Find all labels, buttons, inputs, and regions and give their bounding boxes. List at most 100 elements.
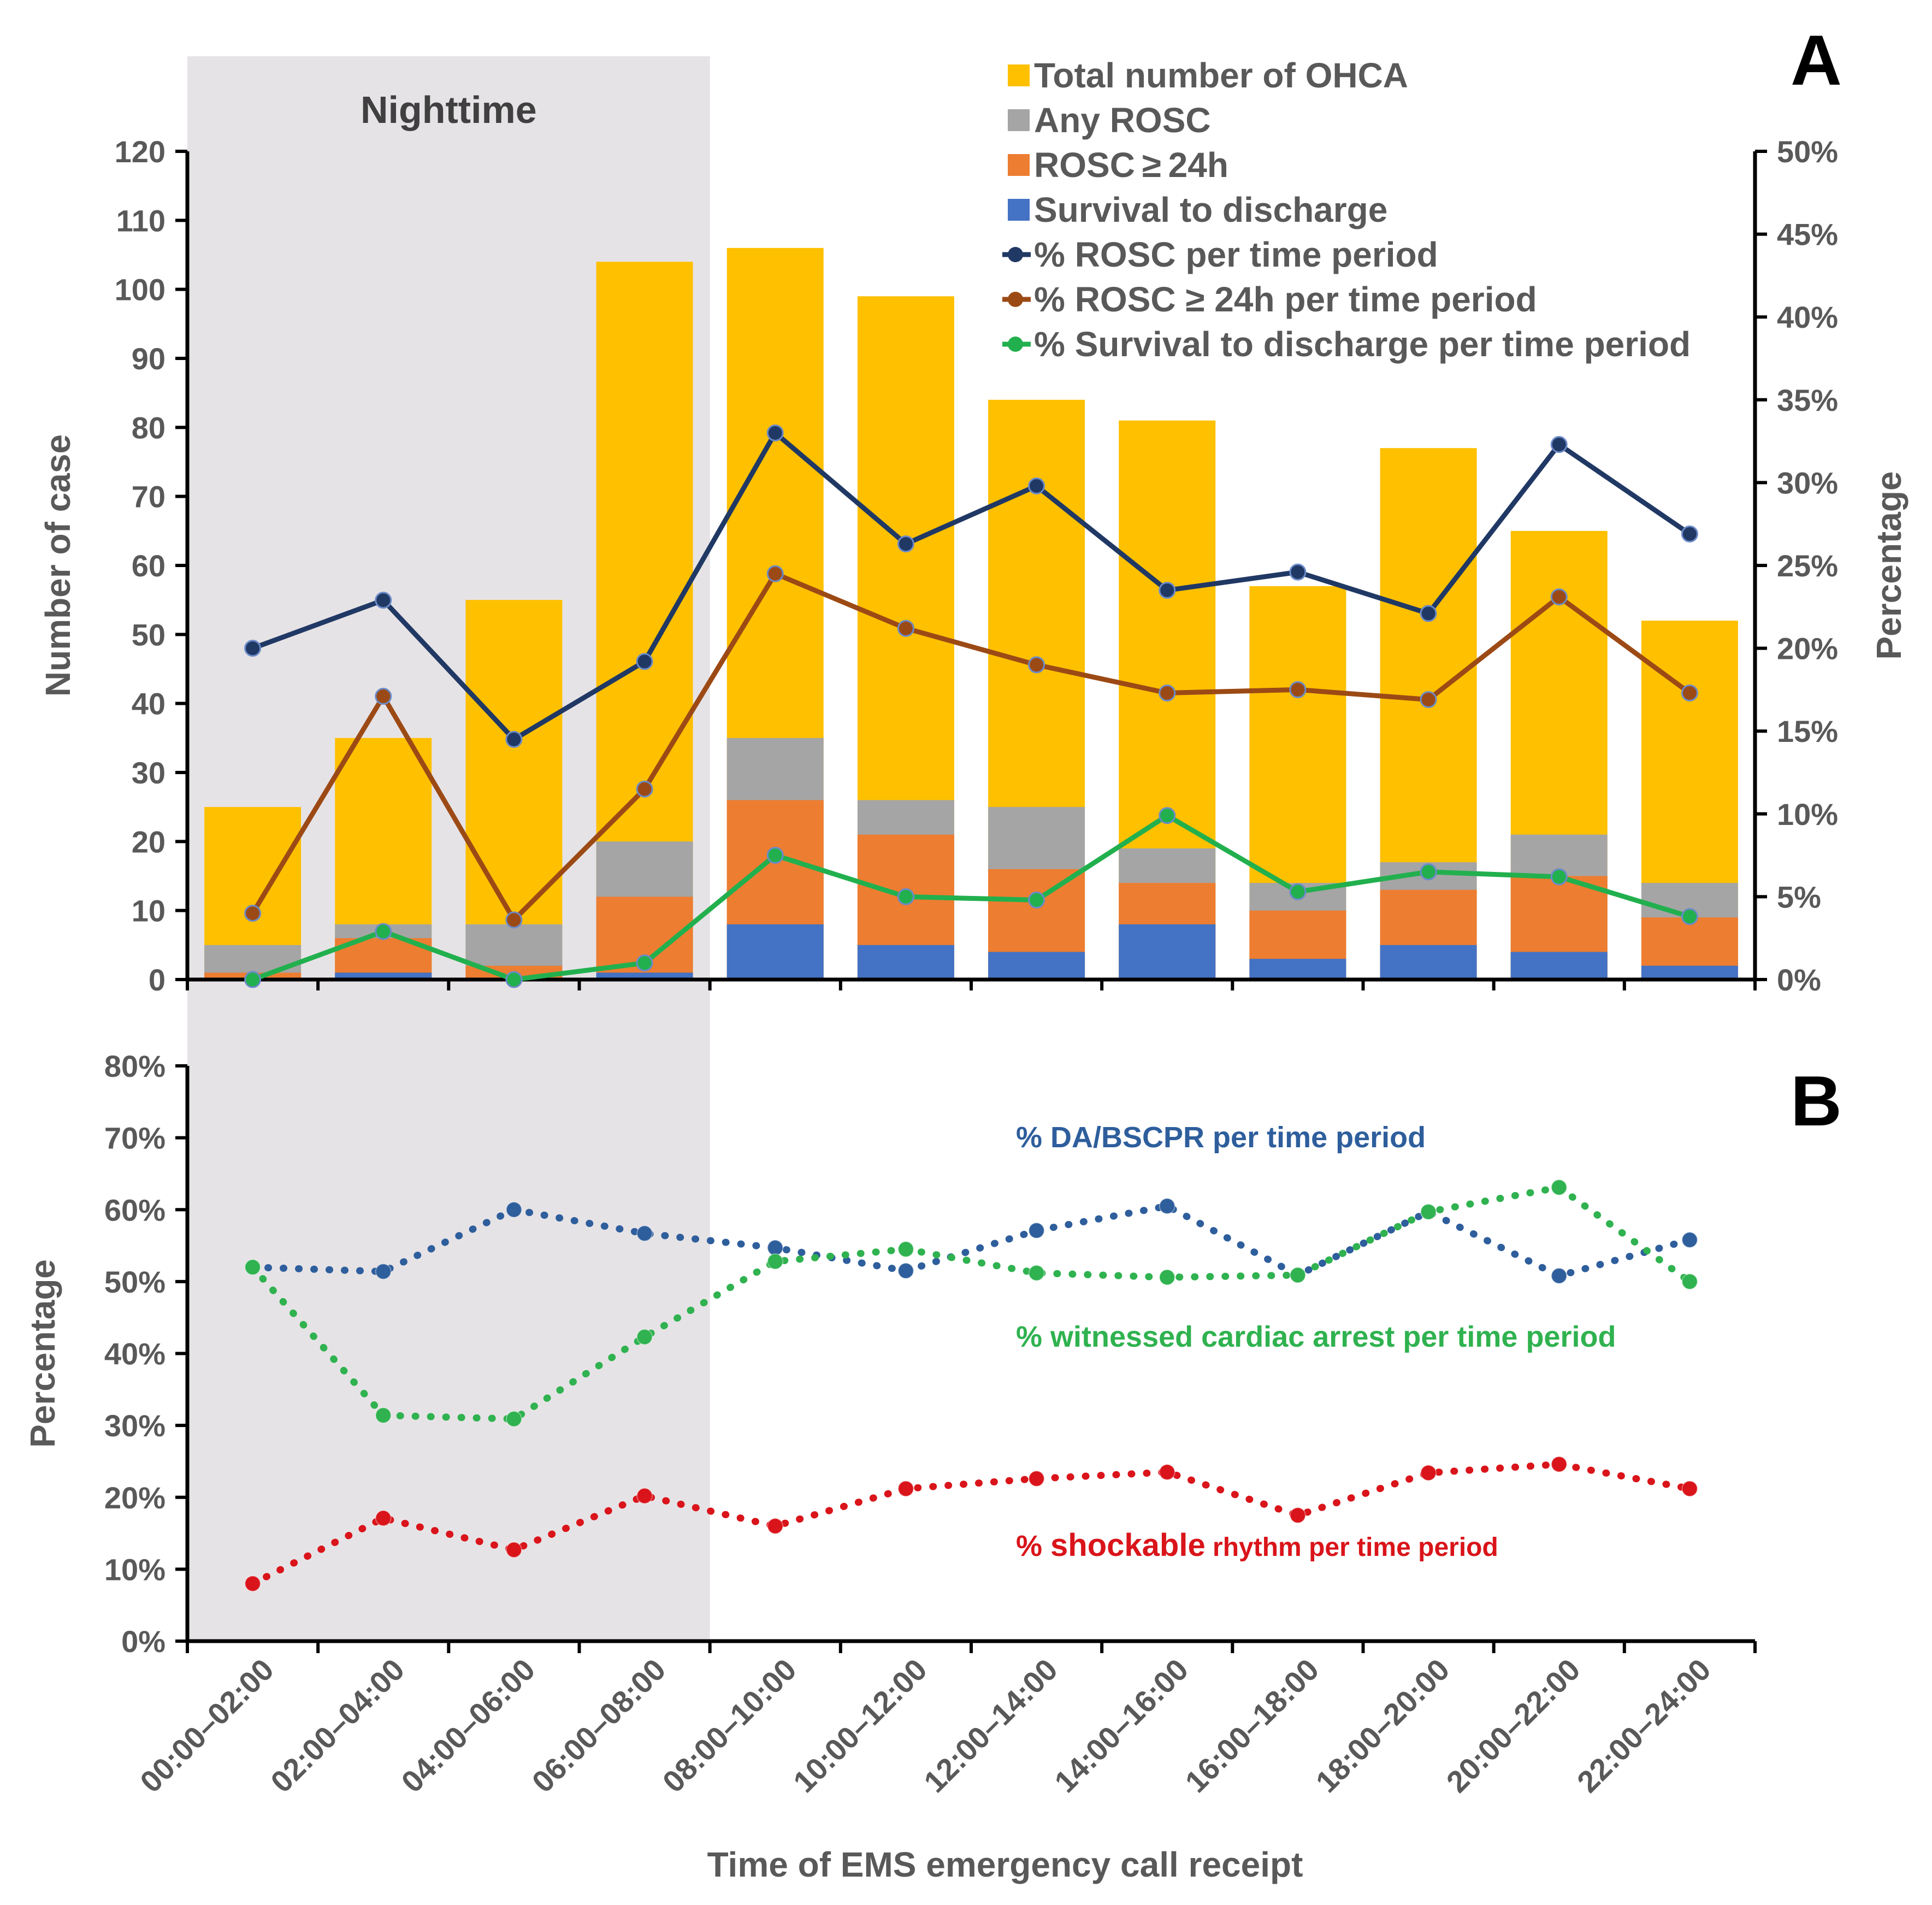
- dotted-point-b-2-10: [1551, 1456, 1568, 1473]
- line-point-a-2-8: [1289, 883, 1307, 900]
- line-point-a-2-7: [1159, 807, 1176, 824]
- x-tick-label-1: 02:00–04:00: [264, 1652, 411, 1799]
- y-tick-label-a-3: 30: [132, 756, 166, 790]
- annotation-prefix-2: %: [1016, 1530, 1050, 1562]
- dotted-point-b-0-7: [1159, 1198, 1175, 1214]
- y-tick-label-b-2: 20%: [104, 1481, 166, 1515]
- y-axis-title-a: Number of case: [38, 434, 78, 697]
- dotted-point-b-1-10: [1551, 1179, 1568, 1196]
- annotation-prefix-1: %: [1016, 1320, 1050, 1353]
- line-point-a-2-6: [1028, 891, 1045, 909]
- line-point-a-0-6: [1028, 477, 1045, 494]
- line-point-a-2-4: [766, 847, 784, 864]
- dotted-point-b-2-8: [1289, 1507, 1306, 1524]
- nighttime-label: Nighttime: [361, 89, 537, 131]
- dotted-point-b-0-11: [1681, 1231, 1698, 1248]
- line-point-a-0-10: [1550, 436, 1568, 453]
- y2-tick-label-a-1: 5%: [1777, 880, 1821, 914]
- y-tick-label-b-1: 10%: [104, 1552, 166, 1586]
- dotted-point-b-0-2: [505, 1201, 522, 1218]
- annotation-prefix-0: %: [1016, 1121, 1050, 1154]
- y-tick-label-a-7: 70: [132, 480, 166, 514]
- x-tick-label-7: 14:00–16:00: [1048, 1652, 1195, 1799]
- legend-marker-2: [1008, 337, 1023, 352]
- line-point-a-2-3: [636, 954, 653, 972]
- annotation-text-1: witnessed cardiac arrest per time period: [1050, 1320, 1616, 1353]
- line-point-a-2-5: [897, 888, 914, 905]
- line-point-a-2-10: [1550, 868, 1568, 886]
- x-tick-label-0: 00:00–02:00: [133, 1652, 280, 1799]
- dotted-point-b-1-1: [375, 1407, 392, 1424]
- panel-a-chart: 0 10 20 30 40 50 60 70 80 90 100 110 120 0% 5% 10% 15% 20…: [38, 134, 1909, 997]
- panel-b-letter: B: [1791, 1061, 1842, 1141]
- dotted-point-b-2-0: [244, 1575, 261, 1592]
- y-tick-label-b-8: 80%: [104, 1049, 166, 1083]
- y2-tick-label-a-7: 35%: [1777, 383, 1838, 417]
- panel-a-legend: Total number of OHCA Any ROSC ROSC ≥ 24h Su…: [1002, 56, 1691, 364]
- x-tick-label-3: 06:00–08:00: [525, 1652, 672, 1799]
- y-tick-label-a-4: 40: [132, 687, 166, 721]
- dotted-point-b-1-4: [767, 1253, 784, 1270]
- annotation-b-1: % witnessed cardiac arrest per time peri…: [1016, 1320, 1616, 1353]
- line-point-a-0-2: [505, 730, 523, 748]
- bar-3-6: [988, 952, 1085, 980]
- line-point-a-1-8: [1289, 681, 1307, 698]
- line-point-a-0-7: [1159, 581, 1176, 599]
- shared-x-axis: 00:00–02:0002:00–04:0004:00–06:0006:00–0…: [133, 1652, 1717, 1799]
- line-point-a-0-3: [636, 653, 653, 670]
- panel-a-letter: A: [1791, 20, 1842, 100]
- line-point-a-2-0: [244, 971, 262, 988]
- line-point-a-2-9: [1420, 863, 1437, 881]
- line-point-a-2-2: [505, 971, 523, 988]
- y-tick-label-b-6: 60%: [104, 1193, 166, 1227]
- bar-3-9: [1380, 945, 1477, 980]
- line-point-a-1-0: [244, 905, 262, 922]
- line-series-a-2: [252, 813, 1691, 982]
- y2-tick-label-a-10: 50%: [1777, 134, 1838, 169]
- x-tick-label-9: 18:00–20:00: [1309, 1652, 1456, 1799]
- y-tick-label-a-10: 100: [115, 273, 166, 307]
- y-tick-label-a-0: 0: [149, 963, 166, 997]
- y2-tick-label-a-5: 25%: [1777, 549, 1838, 583]
- legend-line-label-2: % Survival to discharge per time period: [1034, 325, 1691, 364]
- line-point-a-0-0: [244, 640, 262, 657]
- dotted-point-b-0-5: [897, 1263, 914, 1279]
- y-tick-label-a-6: 60: [132, 549, 166, 583]
- y-tick-label-a-5: 50: [132, 617, 166, 652]
- annotation-b-0: % DA/BSCPR per time period: [1016, 1121, 1426, 1154]
- y-tick-label-a-12: 120: [115, 134, 166, 169]
- legend-line-label-0: % ROSC per time period: [1034, 235, 1438, 274]
- dotted-point-b-0-4: [767, 1240, 784, 1257]
- legend-swatch-0: [1008, 64, 1030, 86]
- legend-swatch-1: [1008, 109, 1030, 131]
- dotted-point-b-1-0: [244, 1259, 261, 1276]
- y-tick-label-b-4: 40%: [104, 1337, 166, 1371]
- dotted-point-b-0-6: [1028, 1222, 1045, 1239]
- x-tick-label-8: 16:00–18:00: [1178, 1652, 1325, 1799]
- annotation-text-0: DA/BSCPR per time period: [1050, 1121, 1426, 1154]
- legend-line-label-1: % ROSC ≥ 24h per time period: [1034, 280, 1537, 319]
- line-point-a-0-11: [1681, 525, 1698, 542]
- x-tick-label-10: 20:00–22:00: [1440, 1652, 1587, 1799]
- x-tick-label-4: 08:00–10:00: [656, 1652, 803, 1799]
- y2-tick-label-a-3: 15%: [1777, 714, 1838, 748]
- x-tick-label-5: 10:00–12:00: [787, 1652, 933, 1799]
- y2-tick-label-a-6: 30%: [1777, 465, 1838, 500]
- bar-3-4: [726, 924, 824, 980]
- annotation-text-bold-2: shockable: [1050, 1527, 1206, 1563]
- legend-label-0: Total number of OHCA: [1034, 56, 1408, 95]
- y-tick-label-b-7: 70%: [104, 1121, 166, 1155]
- dotted-series-b-1: [249, 1183, 1693, 1423]
- legend-label-2: ROSC ≥ 24h: [1034, 145, 1228, 185]
- y-tick-label-a-2: 20: [132, 824, 166, 859]
- line-point-a-2-11: [1681, 908, 1698, 925]
- y-tick-label-a-9: 90: [132, 341, 166, 376]
- bar-series-3: [335, 924, 1738, 980]
- dotted-point-b-2-2: [505, 1541, 522, 1558]
- x-tick-label-11: 22:00–24:00: [1570, 1652, 1717, 1799]
- dotted-point-b-0-1: [375, 1263, 392, 1280]
- y2-tick-label-a-9: 45%: [1777, 217, 1838, 252]
- line-point-a-1-5: [897, 620, 914, 637]
- dotted-point-b-1-5: [897, 1241, 914, 1258]
- legend-marker-1: [1008, 292, 1023, 307]
